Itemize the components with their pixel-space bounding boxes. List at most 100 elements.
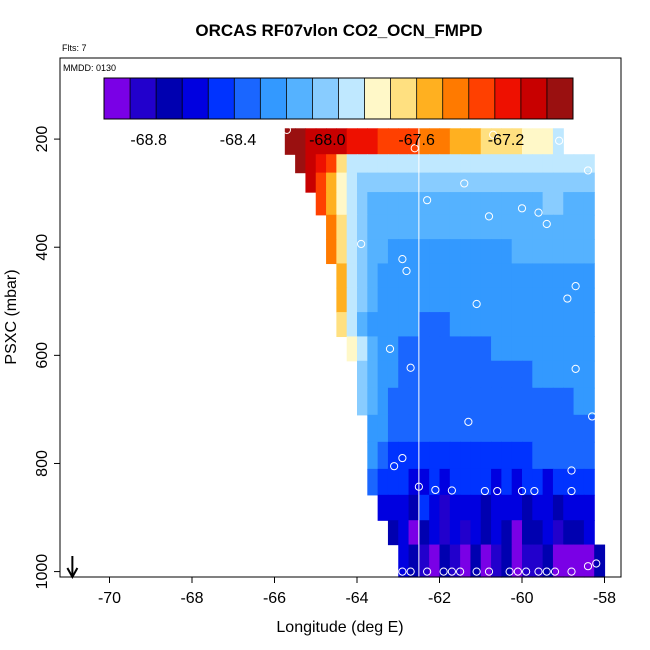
heatmap-cell: [449, 263, 461, 289]
heatmap-cell: [449, 441, 461, 470]
heatmap-cell: [398, 154, 410, 174]
colorbar-swatch: [364, 78, 392, 119]
heatmap-cell: [439, 263, 451, 289]
heatmap-cell: [532, 441, 544, 470]
heatmap-cell: [460, 441, 472, 470]
heatmap-cell: [480, 360, 492, 389]
heatmap-cell: [491, 214, 502, 240]
heatmap-cell: [522, 441, 533, 470]
heatmap-cell: [398, 387, 410, 416]
heatmap-cell: [336, 287, 348, 313]
heatmap-cell: [542, 172, 554, 193]
heatmap-cell: [522, 544, 533, 578]
sample-point: [493, 486, 502, 496]
heatmap-cells: [284, 128, 606, 578]
heatmap-cell: [470, 387, 482, 416]
heatmap-cell: [573, 287, 585, 313]
heatmap-cell: [367, 263, 379, 289]
heatmap-cell: [346, 239, 358, 265]
sample-point: [390, 462, 399, 471]
heatmap-cell: [336, 239, 348, 265]
heatmap-cell: [377, 360, 389, 389]
heatmap-cell: [357, 387, 368, 416]
heatmap-cell: [418, 494, 430, 521]
colorbar-swatch: [208, 78, 235, 119]
heatmap-cell: [439, 520, 451, 546]
heatmap-cell: [429, 468, 441, 496]
heatmap-cell: [552, 468, 564, 496]
heatmap-cell: [429, 172, 441, 193]
heatmap-cell: [429, 263, 441, 289]
heatmap-cell: [398, 360, 410, 389]
heatmap-cell: [563, 544, 575, 578]
heatmap-cell: [470, 520, 482, 546]
heatmap-cell: [470, 544, 482, 578]
flights-label: Flts: 7: [62, 43, 87, 53]
heatmap-cell: [429, 239, 441, 265]
sample-point: [542, 219, 551, 229]
heatmap-cell: [532, 468, 544, 496]
heatmap-cell: [573, 494, 585, 521]
heatmap-cell: [408, 494, 420, 521]
sample-point: [460, 179, 469, 188]
heatmap-cell: [573, 312, 585, 338]
heatmap-cell: [387, 128, 399, 155]
sample-point: [592, 559, 601, 568]
heatmap-cell: [326, 214, 337, 240]
heatmap-cell: [542, 312, 554, 338]
heatmap-cell: [563, 192, 575, 216]
heatmap-cell: [449, 494, 461, 521]
heatmap-cell: [470, 414, 482, 443]
heatmap-cell: [573, 192, 585, 216]
heatmap-cell: [552, 544, 564, 578]
heatmap-cell: [480, 312, 492, 338]
sample-point: [563, 294, 572, 303]
heatmap-cell: [449, 128, 461, 155]
heatmap-cell: [418, 387, 430, 416]
chart-title: ORCAS RF07vlon CO2_OCN_FMPD: [195, 21, 482, 40]
heatmap-cell: [408, 520, 420, 546]
heatmap-cell: [480, 128, 492, 155]
heatmap-cell: [357, 360, 368, 389]
y-axis: 200 400 600 800 1000: [34, 126, 60, 589]
sample-point: [282, 125, 291, 134]
heatmap-cell: [501, 287, 513, 313]
heatmap-cell: [542, 336, 554, 362]
heatmap-cell: [480, 287, 492, 313]
heatmap-cell: [583, 312, 595, 338]
heatmap-cell: [522, 494, 533, 521]
heatmap-cell: [491, 154, 502, 174]
heatmap-cell: [398, 263, 410, 289]
heatmap-cell: [470, 441, 482, 470]
colorbar-swatch: [494, 78, 522, 119]
heatmap-cell: [552, 520, 564, 546]
heatmap-cell: [532, 263, 544, 289]
heatmap-cell: [387, 154, 399, 174]
heatmap-cell: [573, 544, 585, 578]
heatmap-cell: [480, 520, 492, 546]
heatmap-cell: [573, 468, 585, 496]
heatmap-cell: [511, 263, 523, 289]
heatmap-cell: [449, 312, 461, 338]
heatmap-cell: [470, 214, 482, 240]
heatmap-cell: [573, 441, 585, 470]
heatmap-cell: [367, 154, 379, 174]
heatmap-cell: [439, 128, 451, 155]
sample-point: [423, 196, 432, 205]
heatmap-cell: [429, 287, 441, 313]
heatmap-cell: [470, 360, 482, 389]
heatmap-cell: [563, 520, 575, 546]
heatmap-cell: [573, 520, 585, 546]
heatmap-cell: [326, 154, 337, 174]
heatmap-cell: [522, 154, 533, 174]
heatmap-cell: [284, 128, 296, 155]
heatmap-cell: [449, 414, 461, 443]
heatmap-cell: [491, 414, 502, 443]
heatmap-cell: [573, 387, 585, 416]
sample-point: [583, 166, 593, 175]
colorbar-swatch: [338, 78, 366, 119]
heatmap-cell: [583, 414, 595, 443]
heatmap-cell: [563, 214, 575, 240]
x-tick-label: -62: [428, 590, 451, 607]
heatmap-cell: [491, 494, 502, 521]
